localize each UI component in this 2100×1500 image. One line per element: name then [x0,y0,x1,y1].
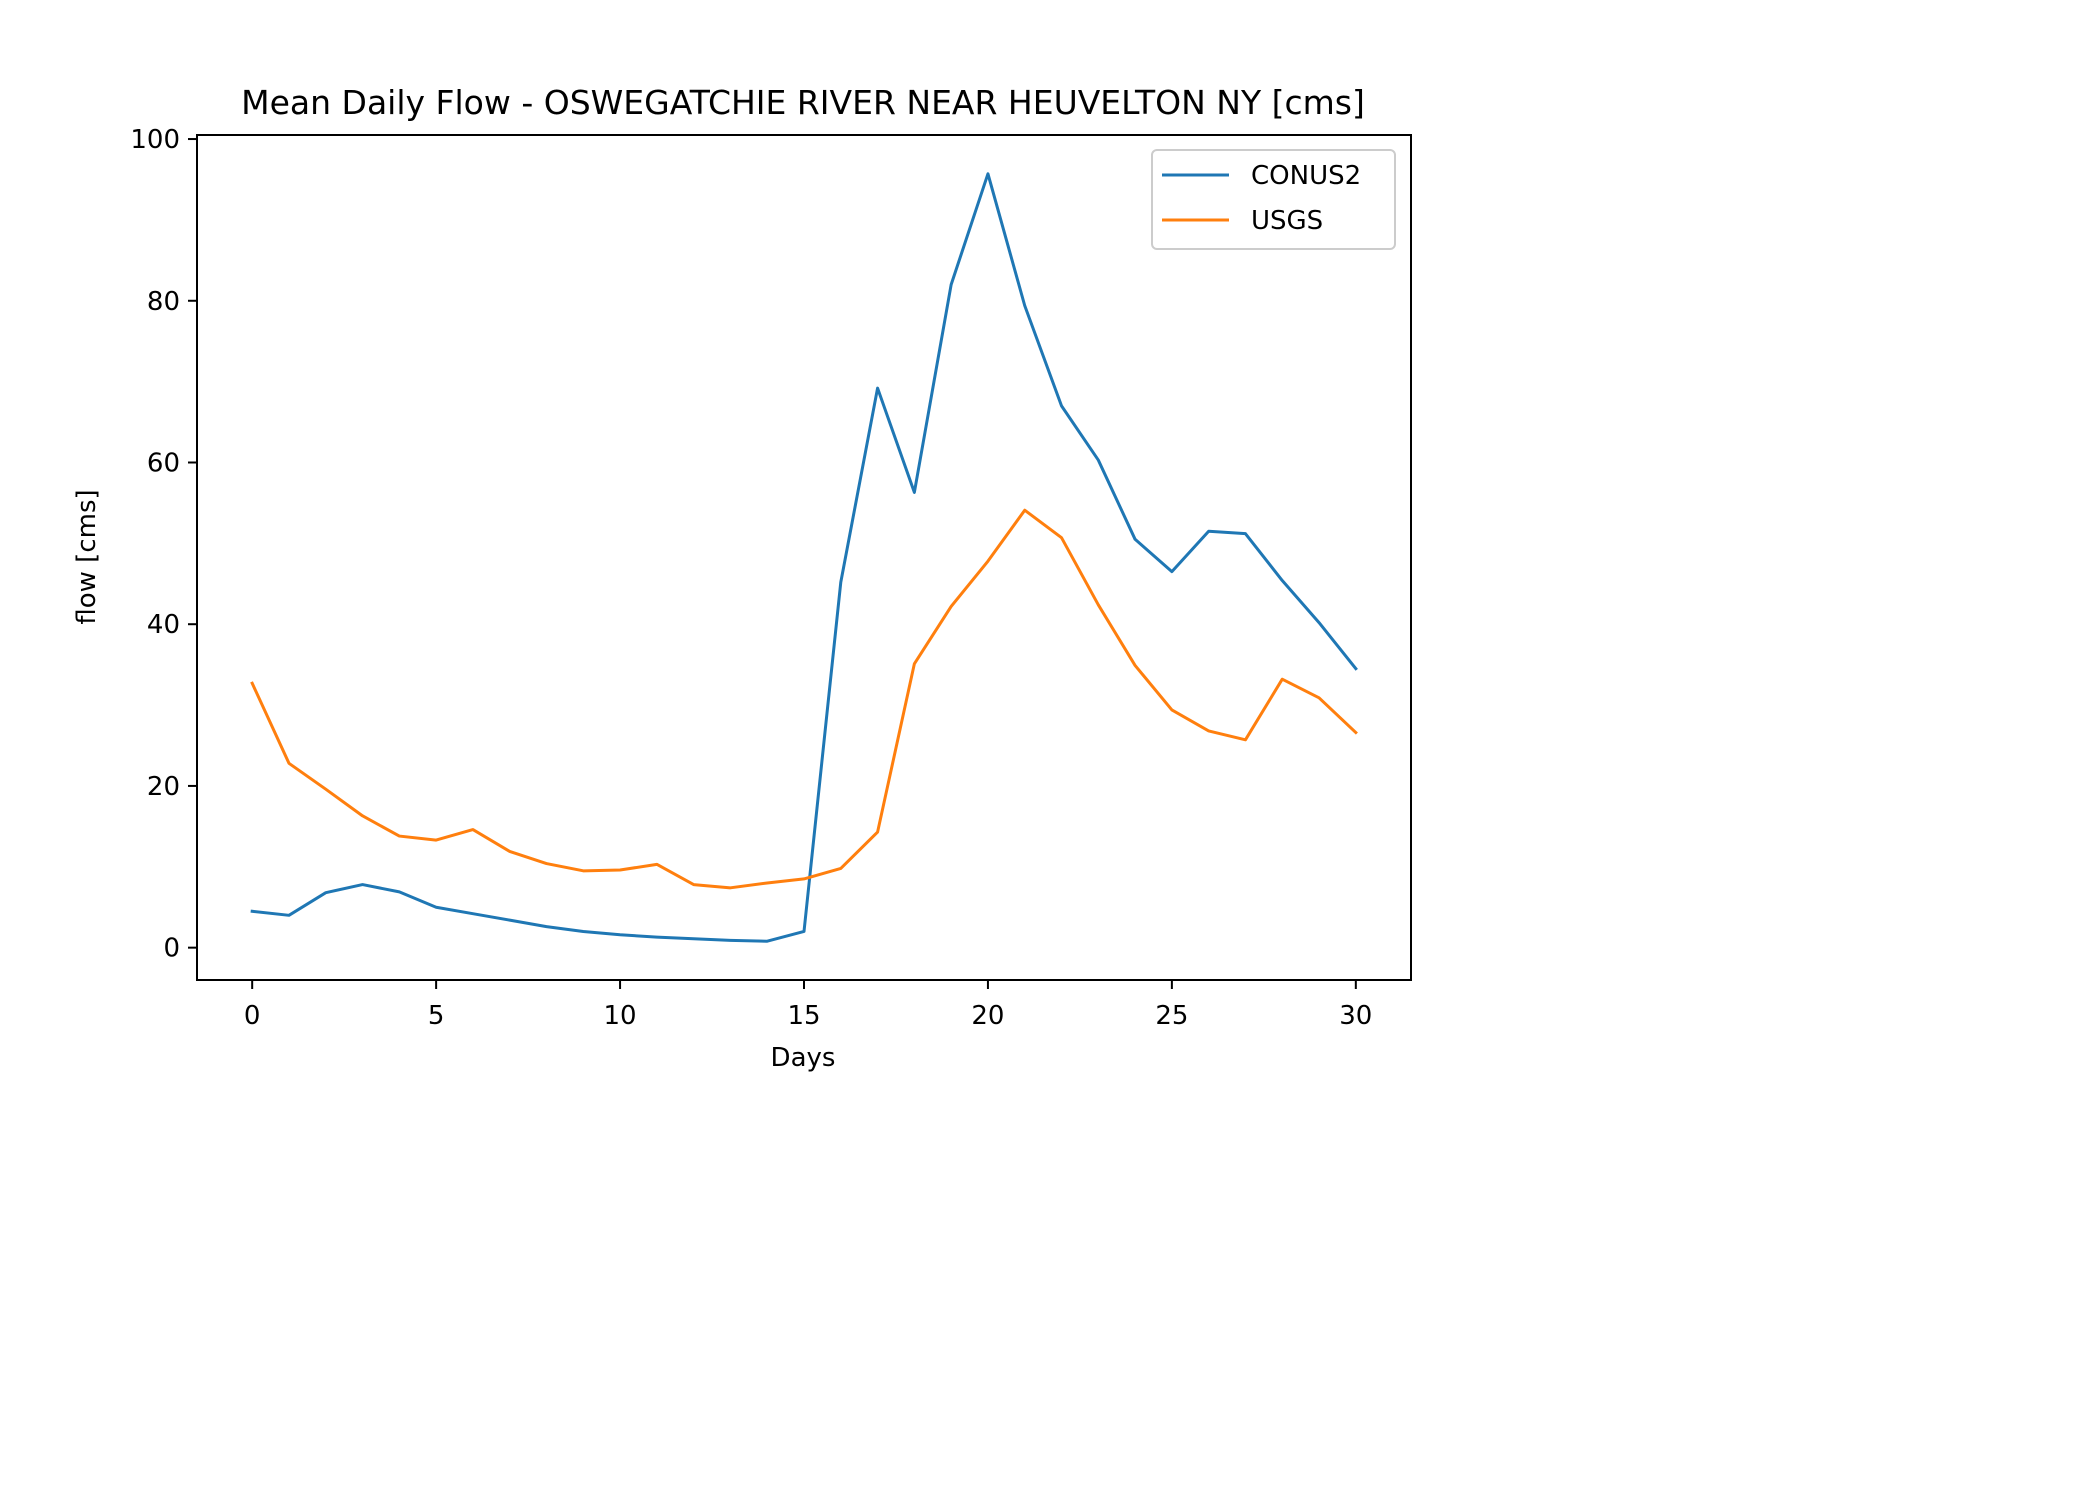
legend-label-conus2: CONUS2 [1251,161,1361,191]
x-tick-label: 10 [604,1001,637,1031]
legend: CONUS2 USGS [1151,149,1396,250]
series-line-conus2 [250,172,1358,943]
x-tick-label: 5 [428,1001,445,1031]
legend-label-usgs: USGS [1251,206,1323,236]
x-axis-ticks: 0 5 10 15 20 25 30 [244,980,1372,1031]
y-tick-label: 0 [163,934,180,964]
y-tick-label: 40 [147,610,180,640]
series-lines [250,172,1358,943]
x-tick-label: 25 [1155,1001,1188,1031]
chart-title: Mean Daily Flow - OSWEGATCHIE RIVER NEAR… [241,83,1365,122]
x-tick-label: 0 [244,1001,261,1031]
x-axis-label: Days [771,1043,836,1073]
y-tick-label: 20 [147,772,180,802]
series-line-usgs [250,508,1358,890]
y-axis-label: flow [cms] [72,489,102,624]
y-axis-ticks: 0 20 40 60 80 100 [130,125,197,964]
y-tick-label: 100 [130,125,180,155]
x-tick-label: 30 [1339,1001,1372,1031]
chart-figure: Mean Daily Flow - OSWEGATCHIE RIVER NEAR… [72,83,1412,1073]
x-tick-label: 20 [971,1001,1004,1031]
y-tick-label: 60 [147,448,180,478]
y-tick-label: 80 [147,287,180,317]
x-tick-label: 15 [787,1001,820,1031]
